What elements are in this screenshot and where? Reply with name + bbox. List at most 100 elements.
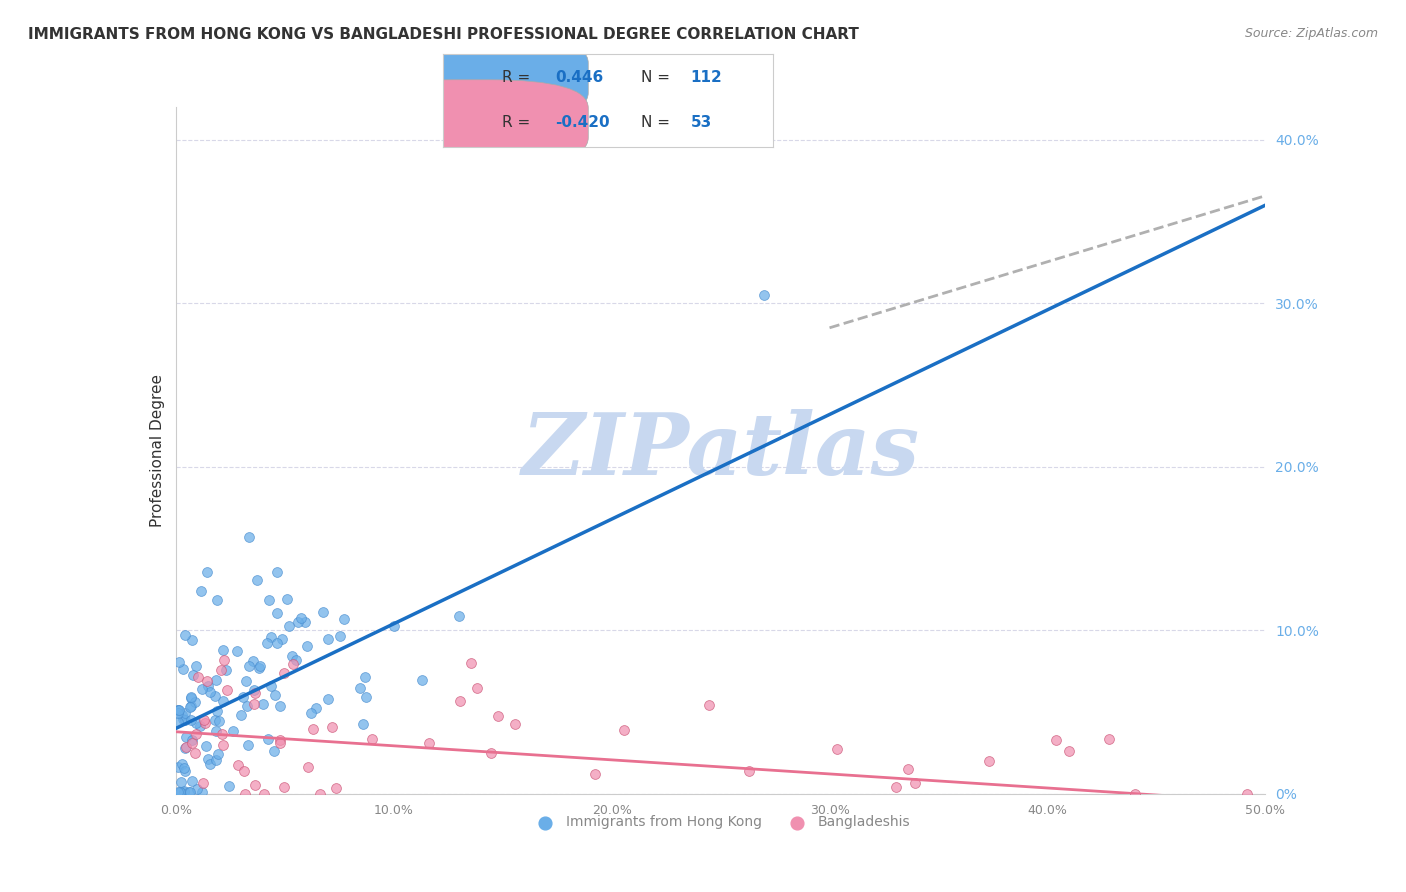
Point (269, 699, 291, 714)
Point (269, 733, 291, 747)
Point (180, 713, 202, 727)
Point (190, 719, 212, 733)
Text: 53: 53 (690, 115, 711, 130)
Point (180, 699, 202, 714)
Point (294, 615, 316, 630)
Point (302, 723, 325, 737)
Point (252, 698, 274, 712)
Point (205, 753, 228, 767)
Point (479, 746, 502, 760)
Point (465, 681, 488, 695)
Text: R =: R = (502, 115, 536, 130)
Point (236, 739, 259, 753)
Point (290, 611, 312, 625)
Point (180, 691, 202, 706)
Point (285, 653, 308, 667)
Point (186, 781, 208, 796)
Point (215, 682, 238, 697)
Point (174, 706, 197, 721)
Point (191, 785, 214, 799)
Point (583, 767, 606, 781)
Point (167, 655, 190, 669)
Text: R =: R = (502, 70, 536, 86)
Point (195, 673, 218, 688)
Point (257, 732, 280, 747)
Point (173, 760, 195, 774)
Point (205, 704, 228, 718)
Point (172, 757, 194, 772)
Point (447, 609, 470, 624)
Point (361, 731, 384, 746)
Point (287, 615, 309, 630)
Point (256, 636, 278, 650)
Point (242, 654, 264, 668)
Point (243, 686, 266, 700)
Point (697, 698, 720, 712)
Point (246, 573, 269, 587)
Point (200, 757, 222, 772)
Point (218, 779, 240, 793)
Point (1098, 732, 1121, 747)
Point (273, 780, 295, 795)
Text: ZIPatlas: ZIPatlas (522, 409, 920, 492)
Point (180, 690, 202, 705)
Point (208, 714, 231, 729)
Point (194, 739, 217, 754)
Point (186, 659, 208, 673)
Point (187, 669, 209, 683)
Point (180, 733, 202, 747)
Point (205, 593, 228, 607)
Point (167, 714, 190, 729)
Point (309, 787, 332, 801)
Point (211, 727, 233, 741)
Point (184, 695, 207, 709)
Point (273, 666, 295, 681)
Point (173, 628, 195, 642)
Point (191, 776, 214, 790)
Point (179, 785, 201, 799)
Point (238, 530, 260, 544)
Point (215, 664, 238, 678)
Point (242, 683, 264, 698)
Point (211, 643, 233, 657)
Point (184, 716, 207, 731)
Point (167, 703, 190, 717)
Point (184, 726, 207, 740)
Point (827, 742, 849, 756)
Point (207, 747, 229, 762)
Point (328, 629, 350, 643)
Point (754, 288, 776, 302)
Point (204, 724, 226, 739)
Point (236, 699, 259, 714)
Point (233, 764, 256, 779)
Point (173, 785, 195, 799)
Point (321, 720, 343, 734)
Point (253, 787, 276, 801)
Point (886, 780, 908, 794)
Point (197, 751, 219, 765)
Point (266, 566, 288, 580)
Point (257, 592, 280, 607)
Point (316, 692, 339, 706)
Point (174, 740, 197, 755)
Point (299, 706, 322, 721)
Point (1123, 787, 1146, 801)
Text: -0.420: -0.420 (555, 115, 610, 130)
Point (169, 785, 191, 799)
Point (277, 619, 299, 633)
Point (184, 746, 207, 760)
Point (222, 723, 245, 738)
Point (349, 681, 371, 695)
Point (305, 701, 328, 715)
Point (1057, 744, 1080, 758)
Point (238, 658, 260, 673)
Point (204, 689, 226, 703)
Point (460, 656, 482, 670)
Legend: Immigrants from Hong Kong, Bangladeshis: Immigrants from Hong Kong, Bangladeshis (526, 810, 915, 835)
Point (226, 758, 249, 772)
Point (198, 685, 221, 699)
Point (297, 760, 319, 774)
Point (212, 694, 235, 708)
Point (332, 612, 354, 626)
Point (1236, 787, 1258, 801)
